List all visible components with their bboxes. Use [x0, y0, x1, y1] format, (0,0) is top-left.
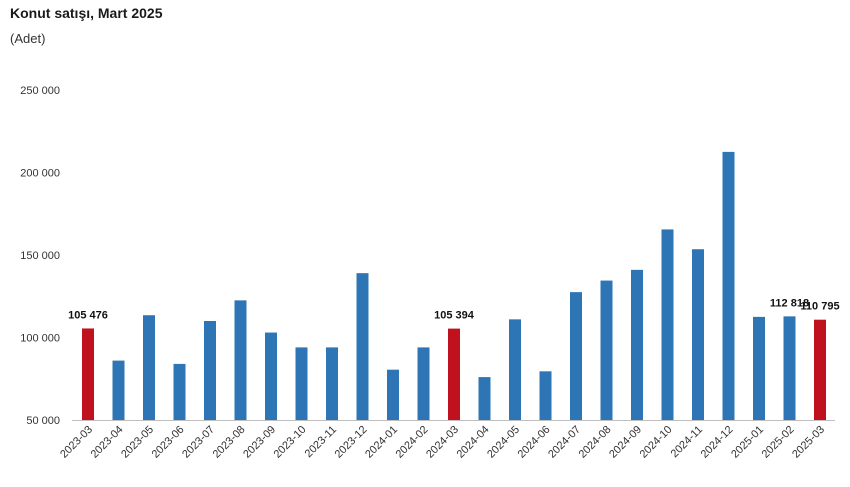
x-tick-label: 2023-12	[333, 424, 370, 461]
x-tick-label: 2025-01	[729, 424, 766, 461]
bar-2024-03	[448, 328, 460, 420]
bar-2023-06	[173, 363, 186, 420]
bar-2024-02	[417, 347, 430, 420]
bar-2023-08	[234, 300, 247, 420]
bar-2023-12	[356, 273, 369, 420]
y-tick-label: 50 000	[26, 415, 60, 427]
x-tick-label: 2023-04	[89, 424, 126, 461]
bar-2025-01	[753, 316, 765, 420]
chart-subtitle: (Adet)	[10, 31, 46, 46]
bar-2023-05	[143, 315, 155, 420]
y-tick-label: 200 000	[20, 168, 60, 180]
x-tick-label: 2023-09	[241, 424, 278, 461]
x-tick-label: 2023-03	[58, 424, 95, 461]
x-tick-label: 2024-09	[607, 424, 644, 461]
bar-2025-03	[814, 319, 826, 420]
bar-2023-03	[82, 328, 94, 420]
bar-2024-12	[722, 151, 735, 420]
bar-2024-04	[478, 377, 491, 420]
x-tick-label: 2024-02	[394, 424, 431, 461]
bar-2024-11	[692, 249, 704, 420]
y-tick-label: 150 000	[20, 250, 60, 262]
bar-2024-08	[600, 280, 613, 420]
bar-2024-01	[387, 369, 399, 420]
x-tick-label: 2024-08	[577, 424, 614, 461]
bar-2024-10	[661, 229, 674, 420]
x-tick-label: 2024-12	[699, 424, 736, 461]
bar-2023-07	[204, 321, 216, 420]
bar-2024-06	[539, 371, 552, 420]
x-tick-label: 2024-03	[424, 424, 461, 461]
bar-2024-05	[509, 319, 521, 420]
x-tick-label: 2024-06	[516, 424, 553, 461]
x-tick-label: 2025-03	[790, 424, 827, 461]
bar-2025-02	[783, 316, 796, 420]
y-tick-label: 100 000	[20, 333, 60, 345]
data-label-2024-03: 105 394	[434, 310, 475, 322]
x-tick-label: 2023-10	[272, 424, 309, 461]
x-tick-label: 2024-04	[455, 424, 492, 461]
x-tick-label: 2025-02	[760, 424, 797, 461]
data-label-2025-03: 110 795	[800, 301, 839, 313]
y-tick-label: 250 000	[20, 85, 60, 97]
bar-2024-07	[570, 292, 582, 420]
data-label-2025-02: 112 818	[770, 297, 809, 309]
bar-2024-09	[631, 269, 643, 420]
bar-2023-04	[112, 360, 125, 420]
x-tick-label: 2024-05	[485, 424, 522, 461]
x-tick-label: 2024-07	[546, 424, 583, 461]
x-tick-label: 2024-10	[638, 424, 675, 461]
data-label-2023-03: 105 476	[68, 309, 108, 321]
bar-2023-10	[295, 347, 308, 420]
x-tick-label: 2023-07	[180, 424, 217, 461]
chart-title: Konut satışı, Mart 2025	[10, 5, 163, 21]
x-tick-label: 2023-08	[211, 424, 248, 461]
x-tick-label: 2023-05	[119, 424, 156, 461]
bar-2023-09	[265, 332, 277, 420]
bar-2023-11	[326, 347, 338, 420]
x-tick-label: 2024-01	[363, 424, 400, 461]
x-tick-label: 2023-06	[150, 424, 187, 461]
